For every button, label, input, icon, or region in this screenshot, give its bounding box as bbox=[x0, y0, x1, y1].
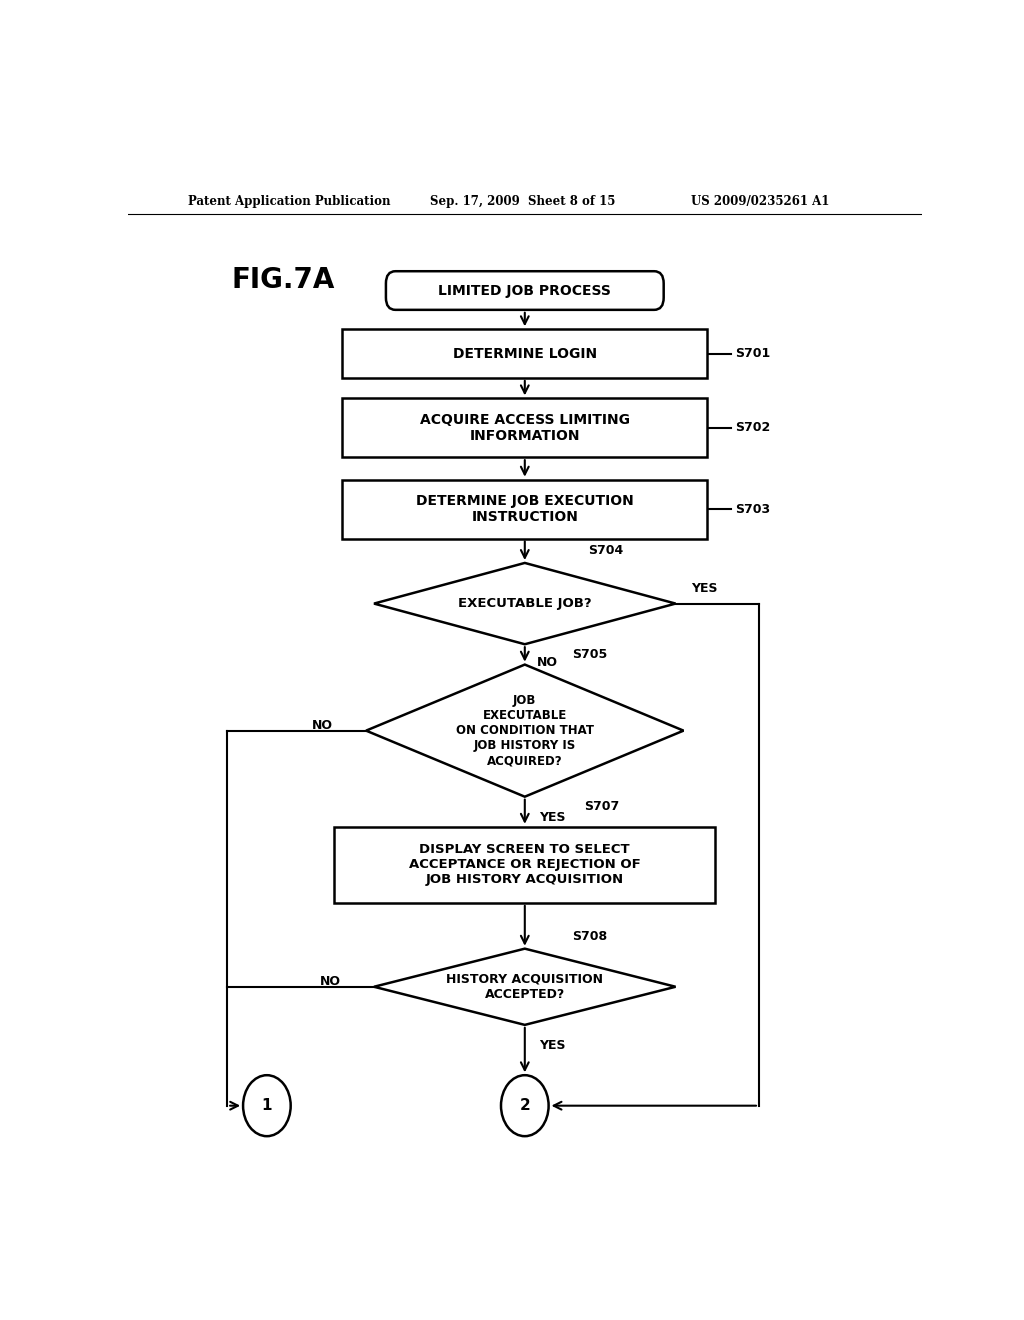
Polygon shape bbox=[374, 949, 676, 1024]
Text: LIMITED JOB PROCESS: LIMITED JOB PROCESS bbox=[438, 284, 611, 297]
Text: FIG.7A: FIG.7A bbox=[231, 267, 335, 294]
Polygon shape bbox=[367, 664, 684, 797]
Text: ACQUIRE ACCESS LIMITING
INFORMATION: ACQUIRE ACCESS LIMITING INFORMATION bbox=[420, 413, 630, 442]
Text: S705: S705 bbox=[572, 648, 607, 661]
Text: S707: S707 bbox=[585, 800, 620, 813]
Text: NO: NO bbox=[537, 656, 558, 669]
Text: NO: NO bbox=[312, 719, 333, 733]
Text: DETERMINE LOGIN: DETERMINE LOGIN bbox=[453, 347, 597, 360]
Text: US 2009/0235261 A1: US 2009/0235261 A1 bbox=[691, 194, 829, 207]
Bar bbox=[334, 826, 715, 903]
Text: S704: S704 bbox=[588, 544, 624, 557]
FancyBboxPatch shape bbox=[386, 271, 664, 310]
Text: JOB
EXECUTABLE
ON CONDITION THAT
JOB HISTORY IS
ACQUIRED?: JOB EXECUTABLE ON CONDITION THAT JOB HIS… bbox=[456, 694, 594, 767]
Text: Sep. 17, 2009  Sheet 8 of 15: Sep. 17, 2009 Sheet 8 of 15 bbox=[430, 194, 615, 207]
Text: S708: S708 bbox=[572, 931, 607, 942]
Text: DISPLAY SCREEN TO SELECT
ACCEPTANCE OR REJECTION OF
JOB HISTORY ACQUISITION: DISPLAY SCREEN TO SELECT ACCEPTANCE OR R… bbox=[409, 843, 641, 886]
Bar bbox=[342, 329, 708, 378]
Text: NO: NO bbox=[319, 975, 341, 989]
Bar bbox=[342, 399, 708, 457]
Text: YES: YES bbox=[539, 810, 565, 824]
Text: 1: 1 bbox=[261, 1098, 272, 1113]
Bar bbox=[342, 479, 708, 539]
Text: YES: YES bbox=[539, 1039, 565, 1052]
Text: DETERMINE JOB EXECUTION
INSTRUCTION: DETERMINE JOB EXECUTION INSTRUCTION bbox=[416, 494, 634, 524]
Text: EXECUTABLE JOB?: EXECUTABLE JOB? bbox=[458, 597, 592, 610]
Text: HISTORY ACQUISITION
ACCEPTED?: HISTORY ACQUISITION ACCEPTED? bbox=[446, 973, 603, 1001]
Text: YES: YES bbox=[691, 582, 718, 595]
Text: S702: S702 bbox=[735, 421, 770, 434]
Text: S703: S703 bbox=[735, 503, 770, 516]
Text: S701: S701 bbox=[735, 347, 770, 360]
Circle shape bbox=[501, 1076, 549, 1137]
Circle shape bbox=[243, 1076, 291, 1137]
Text: 2: 2 bbox=[519, 1098, 530, 1113]
Text: Patent Application Publication: Patent Application Publication bbox=[187, 194, 390, 207]
Polygon shape bbox=[374, 562, 676, 644]
